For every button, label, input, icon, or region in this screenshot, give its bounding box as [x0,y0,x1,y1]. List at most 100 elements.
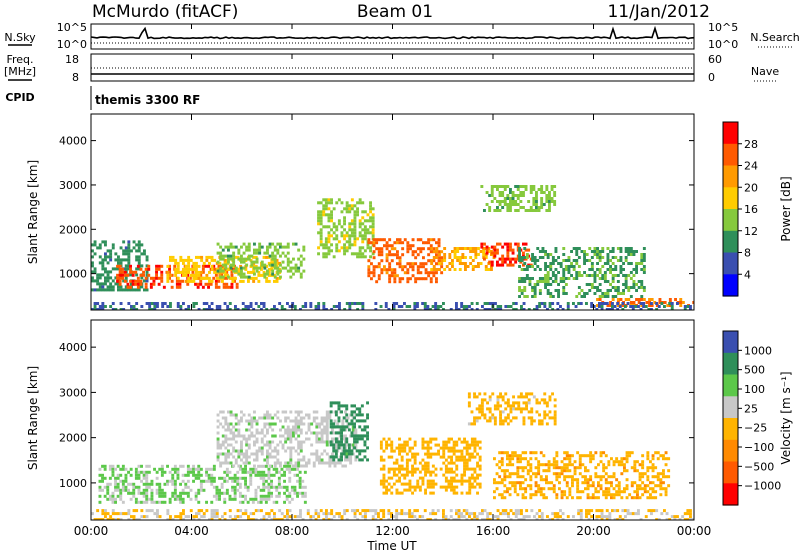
power-cells-cell-9 [635,268,638,271]
power-cells-cell-9 [624,247,628,250]
velocity-panel-frame [90,319,695,521]
power-cells-cell-4 [317,252,320,256]
power-cells-cell-11 [205,308,209,310]
vel-cells-cell-5 [545,496,548,500]
vel-cells-cell-6 [283,515,287,519]
power-cells-cell-11 [114,308,118,310]
power-cells-cell-9 [557,256,560,259]
vel-cells-cell-6 [634,512,638,516]
vel-cells-cell-0 [158,500,162,504]
vel-cells-cell-1 [224,458,228,462]
vel-cells-cell-1 [276,443,280,447]
vel-cells-cell-0 [228,497,232,501]
power-cells-cell-9 [575,247,579,250]
vel-cells-cell-2 [334,431,338,435]
power-cells-cell-1 [121,276,125,280]
vel-cells-cell-3 [385,488,388,492]
vel-cells-cell-5 [630,451,634,455]
vel-cells-cell-3 [473,446,477,450]
vel-cells-cell-1 [289,410,293,414]
power-cells-cell-4 [340,246,344,250]
vel-cells-cell-5 [641,460,645,464]
vel-cells-cell-5 [646,466,650,470]
vel-cells-cell-1 [344,410,347,414]
vel-cells-cell-0 [272,467,276,471]
vel-cells-cell-5 [560,466,564,470]
power-cells-cell-4 [337,222,341,226]
vel-cells-cell-0 [134,476,138,480]
vel-cells-cell-0 [114,488,117,492]
vel-cells-cell-5 [654,451,658,455]
power-cells-cell-11 [153,305,157,308]
vel-cells-cell-5 [506,469,509,473]
vel-cells-cell-1 [284,419,288,423]
power-cells-cell-1 [199,282,203,286]
vel-cells-cell-6 [267,515,271,519]
power-cells-cell-1 [123,273,127,277]
vel-cells-cell-3 [463,440,466,444]
vel-cells-cell-5 [630,481,634,485]
power-cells-cell-8 [498,185,502,188]
power-cells-cell-7 [509,245,512,249]
colorbar-swatch [723,209,738,232]
power-cells-cell-2 [254,255,258,259]
power-cells-cell-11 [226,305,230,308]
power-cells-cell-4 [332,222,336,226]
power-cells-cell-9 [575,295,579,298]
power-cells-cell-1 [142,270,145,274]
vel-cells-cell-6 [509,509,513,513]
vel-cells-cell-5 [516,454,520,458]
power-cells-cell-9 [642,265,646,268]
vel-cells-cell-5 [555,493,559,497]
vel-cells-cell-6 [299,515,302,519]
vel-cells-cell-1 [247,419,251,423]
vel-cells-cell-5 [656,472,660,476]
power-cells-cell-1 [162,285,166,289]
vel-cells-cell-3 [450,488,453,492]
vel-cells-cell-2 [342,449,346,453]
vel-cells-cell-6 [374,512,378,516]
vel-cells-cell-6 [171,518,175,520]
power-cells-cell-0 [124,252,128,256]
vel-cells-cell-0 [166,482,169,486]
power-cells-cell-4 [327,246,331,250]
vel-cells-cell-0 [173,482,177,486]
vel-cells-cell-5 [602,463,606,467]
vel-cells-cell-5 [560,472,564,476]
vel-cells-cell-4 [519,395,523,399]
power-cells-cell-11 [278,302,282,305]
power-cells-cell-4 [348,207,352,211]
x-axis-label: Time UT [366,539,417,553]
vel-cells-cell-1 [299,446,303,450]
nave-tick-bottom: 0 [708,71,715,84]
vel-cells-cell-5 [493,496,496,500]
power-cells-cell-3 [229,242,233,246]
power-cells-cell-5 [375,238,379,242]
vel-cells-cell-1 [354,443,358,447]
vel-cells-cell-0 [181,491,185,495]
vel-cells-cell-0 [288,494,292,498]
vel-cells-cell-2 [363,425,367,429]
vel-cells-cell-6 [213,515,217,519]
vel-cells-cell-2 [366,401,369,405]
vel-cells-cell-5 [521,466,525,470]
vel-cells-cell-3 [452,491,456,495]
power-cells-cell-3 [273,263,277,267]
vel-cells-cell-5 [526,472,530,476]
vel-cells-cell-5 [565,457,569,461]
power-cells-cell-0 [127,246,131,250]
vel-cells-cell-2 [363,428,367,432]
power-cells-cell-5 [388,253,392,257]
power-cells-cell-0 [114,276,118,280]
power-cells-cell-10 [668,298,672,301]
power-cells-cell-4 [358,222,362,226]
power-cells-cell-8 [516,185,520,188]
power-cells-cell-4 [345,240,349,244]
vel-cells-cell-6 [535,512,539,516]
power-cells-cell-9 [598,250,602,253]
power-cells-cell-1 [186,273,190,277]
vel-cells-cell-6 [598,515,601,519]
noise-right-label: N.Search [750,31,800,44]
vel-cells-cell-1 [289,455,293,459]
vel-cells-cell-2 [366,437,369,441]
